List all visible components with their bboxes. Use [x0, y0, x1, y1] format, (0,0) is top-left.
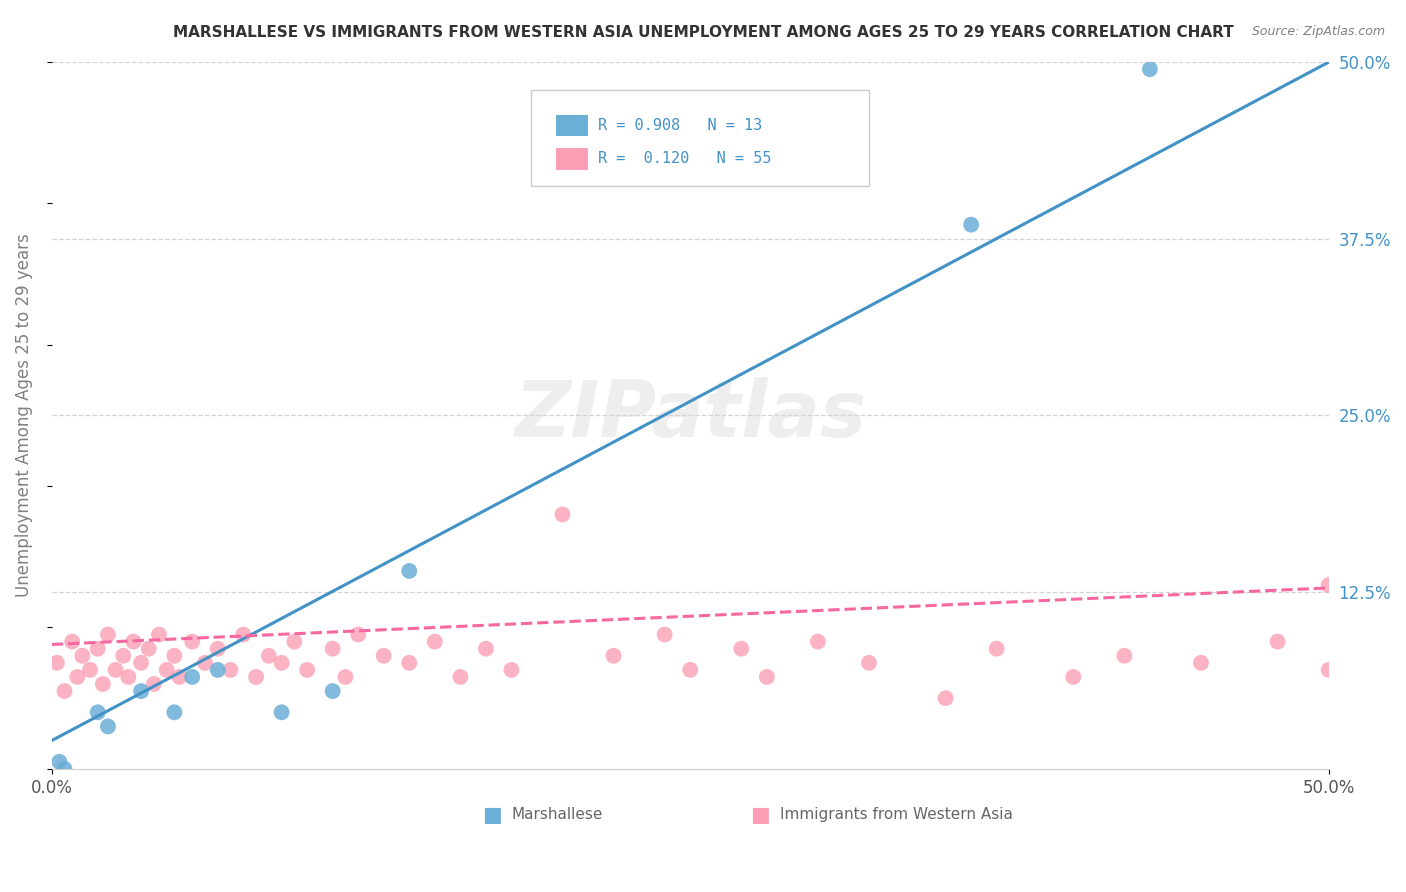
Point — [1139, 62, 1161, 77]
Text: R = 0.908   N = 13: R = 0.908 N = 13 — [599, 119, 762, 133]
Point — [449, 670, 471, 684]
Point — [398, 564, 420, 578]
Point — [335, 670, 357, 684]
Bar — [557, 148, 588, 169]
Point — [97, 627, 120, 641]
Point — [270, 706, 292, 720]
Text: Source: ZipAtlas.com: Source: ZipAtlas.com — [1251, 25, 1385, 38]
Point — [91, 677, 114, 691]
Point — [270, 656, 292, 670]
Point — [207, 641, 229, 656]
Point — [602, 648, 624, 663]
Point — [755, 670, 778, 684]
Point — [129, 656, 152, 670]
Point — [163, 648, 186, 663]
Point — [373, 648, 395, 663]
Point — [322, 641, 344, 656]
Point — [104, 663, 127, 677]
Point — [53, 762, 76, 776]
Point — [501, 663, 523, 677]
Point — [1317, 663, 1340, 677]
Point — [858, 656, 880, 670]
Point — [935, 691, 957, 706]
Point — [207, 663, 229, 677]
Point — [257, 648, 280, 663]
Point — [295, 663, 318, 677]
Point — [194, 656, 217, 670]
Point — [347, 627, 370, 641]
Point — [475, 641, 498, 656]
Point — [148, 627, 170, 641]
Point — [97, 719, 120, 733]
Point — [283, 634, 305, 648]
Point — [1317, 578, 1340, 592]
Point — [87, 706, 110, 720]
Bar — [557, 115, 588, 136]
Point — [960, 218, 983, 232]
Point — [129, 684, 152, 698]
Point — [156, 663, 179, 677]
Point — [66, 670, 89, 684]
Point — [181, 634, 204, 648]
Point — [87, 641, 110, 656]
Text: Marshallese: Marshallese — [512, 807, 603, 822]
Point — [122, 634, 145, 648]
Text: R =  0.120   N = 55: R = 0.120 N = 55 — [599, 152, 772, 167]
Text: MARSHALLESE VS IMMIGRANTS FROM WESTERN ASIA UNEMPLOYMENT AMONG AGES 25 TO 29 YEA: MARSHALLESE VS IMMIGRANTS FROM WESTERN A… — [173, 25, 1233, 40]
Point — [163, 706, 186, 720]
Point — [169, 670, 191, 684]
Point — [986, 641, 1008, 656]
Point — [1062, 670, 1084, 684]
FancyBboxPatch shape — [530, 90, 869, 186]
Point — [807, 634, 830, 648]
Text: Immigrants from Western Asia: Immigrants from Western Asia — [779, 807, 1012, 822]
Point — [245, 670, 267, 684]
Text: ZIPatlas: ZIPatlas — [515, 377, 866, 453]
Point — [1114, 648, 1136, 663]
Point — [730, 641, 752, 656]
Point — [551, 508, 574, 522]
Point — [72, 648, 94, 663]
Point — [48, 755, 70, 769]
Y-axis label: Unemployment Among Ages 25 to 29 years: Unemployment Among Ages 25 to 29 years — [15, 234, 32, 598]
Point — [142, 677, 165, 691]
Point — [112, 648, 135, 663]
Point — [654, 627, 676, 641]
Text: ■: ■ — [482, 805, 502, 825]
Text: ■: ■ — [751, 805, 770, 825]
Point — [79, 663, 101, 677]
Point — [117, 670, 139, 684]
Point — [1189, 656, 1212, 670]
Point — [322, 684, 344, 698]
Point — [181, 670, 204, 684]
Point — [398, 656, 420, 670]
Point — [1267, 634, 1289, 648]
Point — [679, 663, 702, 677]
Point — [219, 663, 242, 677]
Point — [53, 684, 76, 698]
Point — [138, 641, 160, 656]
Point — [60, 634, 83, 648]
Point — [423, 634, 446, 648]
Point — [232, 627, 254, 641]
Point — [45, 656, 67, 670]
